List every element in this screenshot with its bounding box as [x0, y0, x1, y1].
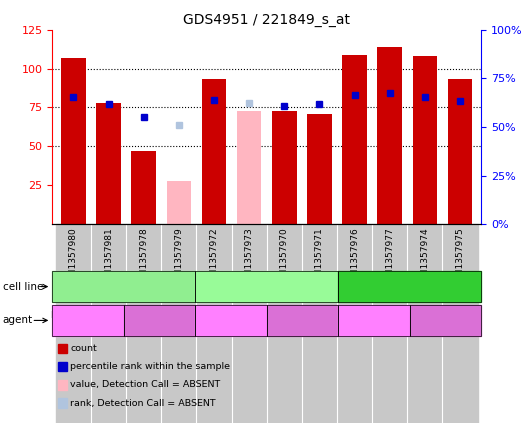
Text: rank, Detection Call = ABSENT: rank, Detection Call = ABSENT	[70, 398, 215, 408]
Text: agent: agent	[3, 316, 33, 325]
Bar	[232, 224, 267, 423]
Text: control: control	[144, 316, 175, 325]
Bar	[442, 224, 477, 423]
Bar	[161, 224, 197, 423]
Text: prostate cancer PC3: prostate cancer PC3	[74, 282, 173, 291]
Text: breast cancer MCF7: breast cancer MCF7	[361, 282, 458, 291]
Bar	[337, 224, 372, 423]
Text: percentile rank within the sample: percentile rank within the sample	[70, 362, 230, 371]
Bar	[302, 224, 337, 423]
Text: breast cancer MDA-MB-231: breast cancer MDA-MB-231	[200, 282, 334, 291]
Text: cell line: cell line	[3, 282, 43, 291]
Text: count: count	[70, 344, 97, 353]
Bar	[56, 224, 91, 423]
Bar	[272, 110, 297, 224]
Bar	[343, 55, 367, 224]
Bar	[407, 224, 442, 423]
Bar	[202, 80, 226, 224]
Text: value, Detection Call = ABSENT: value, Detection Call = ABSENT	[70, 380, 220, 390]
Text: lysophosphatidic
acid: lysophosphatidic acid	[193, 311, 269, 330]
Bar	[126, 224, 161, 423]
Bar	[91, 224, 126, 423]
Text: lysophosphatidic
acid: lysophosphatidic acid	[336, 311, 412, 330]
Text: lysophosphatidic
acid: lysophosphatidic acid	[50, 311, 126, 330]
Bar	[197, 224, 232, 423]
Bar	[307, 114, 332, 224]
Bar	[61, 58, 86, 224]
Text: control: control	[430, 316, 461, 325]
Bar	[448, 80, 472, 224]
Bar	[378, 47, 402, 224]
Bar	[372, 224, 407, 423]
Bar	[237, 110, 262, 224]
Bar	[131, 151, 156, 224]
Bar	[166, 181, 191, 224]
Title: GDS4951 / 221849_s_at: GDS4951 / 221849_s_at	[183, 13, 350, 27]
Text: control: control	[287, 316, 318, 325]
Bar	[96, 103, 121, 224]
Bar	[267, 224, 302, 423]
Bar	[413, 56, 437, 224]
